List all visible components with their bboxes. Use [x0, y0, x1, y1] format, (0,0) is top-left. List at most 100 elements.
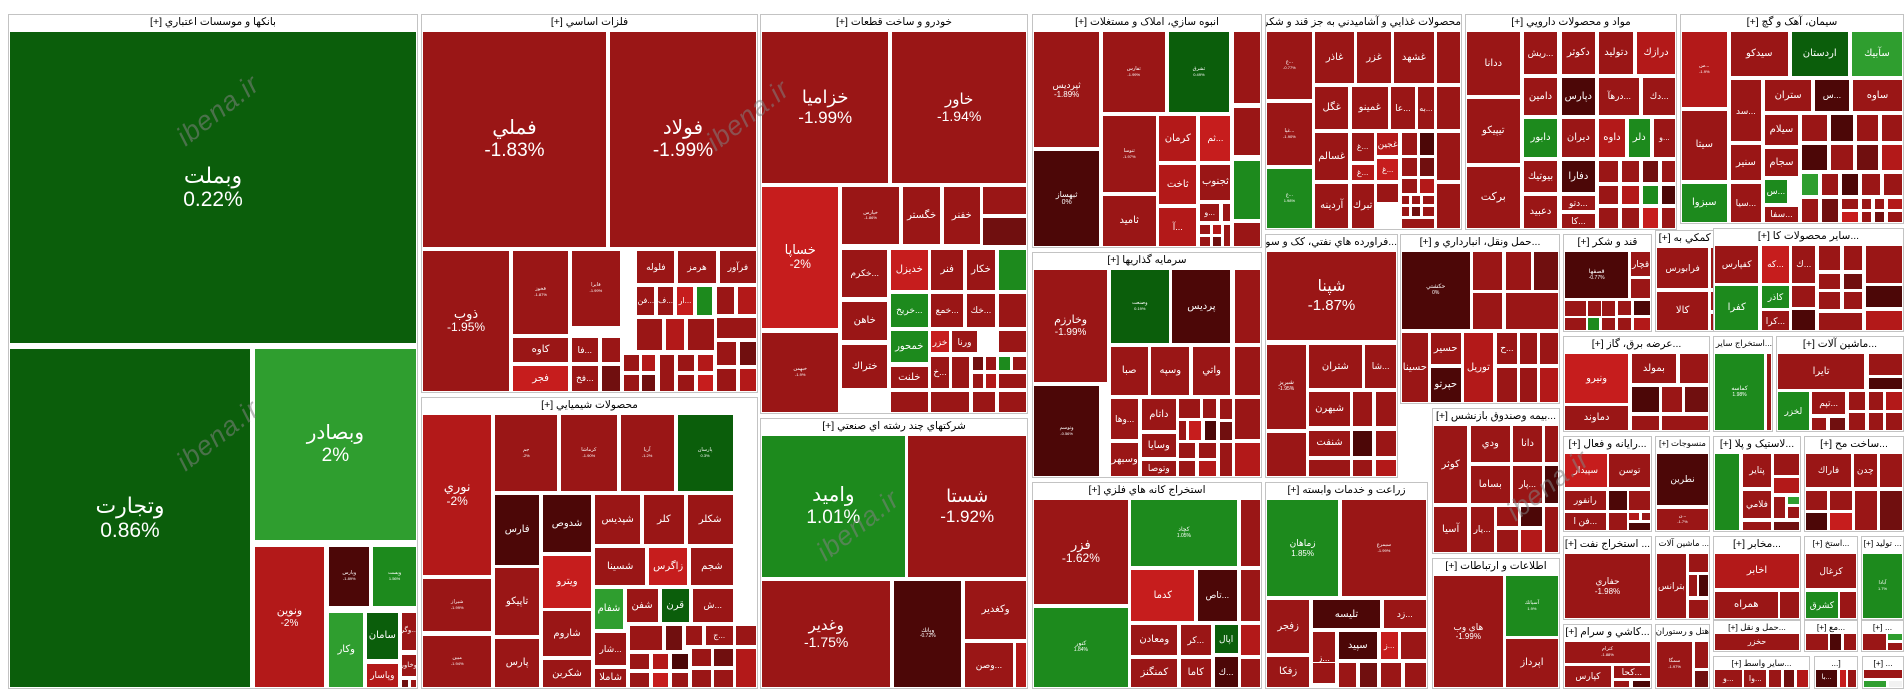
stock-tile[interactable]: [1496, 505, 1519, 528]
stock-tile[interactable]: ثفارس -1.99%: [1101, 31, 1166, 114]
stock-tile[interactable]: ...ك: [1791, 245, 1817, 284]
stock-tile[interactable]: خلنت: [890, 366, 929, 389]
stock-tile[interactable]: سنير: [1729, 144, 1763, 181]
stock-tile[interactable]: ...زد: [1382, 599, 1427, 630]
stock-tile[interactable]: ثنوسا -1.97%: [1101, 115, 1157, 193]
stock-tile[interactable]: [1400, 217, 1435, 229]
stock-tile[interactable]: وبانك -0.72%: [893, 579, 963, 688]
stock-tile[interactable]: [1543, 464, 1559, 505]
stock-tile[interactable]: داتام: [1141, 397, 1177, 432]
stock-tile[interactable]: ددانا: [1466, 31, 1521, 97]
sector-header[interactable]: اطلاعات و ارتباطات [+]: [1433, 559, 1559, 575]
sector-header[interactable]: قند و شکر [+]: [1564, 235, 1651, 251]
stock-tile[interactable]: پرديس: [1171, 269, 1232, 344]
stock-tile[interactable]: [738, 368, 757, 392]
stock-tile[interactable]: ...غپا -1.90%: [1266, 102, 1313, 166]
stock-tile[interactable]: [984, 355, 998, 371]
stock-tile[interactable]: [951, 355, 971, 389]
stock-tile[interactable]: [1820, 198, 1839, 223]
stock-tile[interactable]: [1519, 505, 1543, 528]
stock-tile[interactable]: شپنا -1.87%: [1266, 251, 1397, 342]
stock-tile[interactable]: خساپا -2%: [761, 186, 840, 329]
stock-tile[interactable]: [1436, 131, 1461, 182]
stock-tile[interactable]: [1234, 345, 1261, 396]
stock-tile[interactable]: فلامي: [1741, 489, 1773, 520]
stock-tile[interactable]: [1839, 590, 1857, 619]
stock-tile[interactable]: شسينا: [594, 546, 647, 587]
stock-tile[interactable]: وپاسار: [366, 663, 399, 688]
stock-tile[interactable]: [1538, 366, 1559, 403]
stock-tile[interactable]: خبهمن -1.9%: [761, 331, 840, 413]
stock-tile[interactable]: فرآور: [718, 249, 757, 284]
stock-tile[interactable]: [1519, 528, 1543, 553]
stock-tile[interactable]: ثبهساز 0%: [1033, 149, 1101, 247]
stock-tile[interactable]: بمولد: [1630, 353, 1678, 385]
stock-tile[interactable]: وتجارت 0.86%: [9, 348, 251, 688]
stock-tile[interactable]: حخزر: [1714, 633, 1800, 651]
stock-tile[interactable]: ونيرو: [1564, 353, 1630, 404]
stock-tile[interactable]: [1607, 489, 1628, 512]
stock-tile[interactable]: شتران: [1307, 343, 1363, 389]
stock-tile[interactable]: خكار: [965, 248, 997, 291]
stock-tile[interactable]: كوثر: [1433, 425, 1469, 505]
stock-tile[interactable]: [1403, 661, 1427, 688]
stock-tile[interactable]: وپارس -1.89%: [328, 546, 371, 608]
stock-tile[interactable]: [1795, 669, 1809, 688]
sector-header[interactable]: هتل و رستوران [+]: [1656, 625, 1709, 641]
stock-tile[interactable]: [1829, 113, 1855, 143]
stock-tile[interactable]: ورنا: [951, 330, 978, 354]
stock-tile[interactable]: قرن: [660, 587, 690, 624]
stock-tile[interactable]: وتوصا: [1141, 459, 1177, 477]
stock-tile[interactable]: آردينه: [1314, 183, 1350, 229]
stock-tile[interactable]: [734, 647, 757, 688]
stock-tile[interactable]: [1687, 574, 1698, 598]
stock-tile[interactable]: ...وا: [1743, 669, 1768, 688]
stock-tile[interactable]: داوه: [1598, 118, 1626, 158]
stock-tile[interactable]: [629, 624, 663, 652]
sector-header[interactable]: ...حمل ونقل، انبارداري و [+]: [1401, 235, 1559, 251]
stock-tile[interactable]: [1232, 106, 1261, 157]
stock-tile[interactable]: [400, 678, 409, 688]
stock-tile[interactable]: [1887, 198, 1903, 210]
stock-tile[interactable]: [1400, 194, 1411, 205]
sector-header[interactable]: زراعت و خدمات وابسته [+]: [1266, 483, 1427, 499]
stock-tile[interactable]: وسايا: [1141, 432, 1177, 459]
stock-tile[interactable]: [1400, 156, 1418, 177]
stock-tile[interactable]: چدن: [1853, 453, 1878, 489]
stock-tile[interactable]: خديزل: [890, 248, 929, 291]
stock-tile[interactable]: [600, 336, 621, 364]
stock-tile[interactable]: وبصادر 2%: [253, 348, 417, 541]
stock-tile[interactable]: [1842, 633, 1857, 651]
stock-tile[interactable]: [1012, 355, 1027, 371]
stock-tile[interactable]: [1218, 421, 1233, 441]
sector-header[interactable]: سرمايه گذاريها [+]: [1033, 253, 1261, 269]
stock-tile[interactable]: ...يار: [1469, 505, 1495, 553]
stock-tile[interactable]: [664, 624, 683, 652]
stock-tile[interactable]: شجم: [690, 546, 734, 587]
sector-header[interactable]: ... [+]: [1863, 657, 1903, 669]
stock-tile[interactable]: [1854, 489, 1878, 531]
stock-tile[interactable]: [1887, 641, 1903, 651]
stock-tile[interactable]: [1880, 144, 1903, 172]
stock-tile[interactable]: فارس: [494, 494, 540, 566]
stock-tile[interactable]: [1199, 236, 1211, 247]
stock-tile[interactable]: [1880, 113, 1903, 143]
stock-tile[interactable]: ثاميد: [1101, 195, 1157, 247]
stock-tile[interactable]: [1234, 397, 1261, 440]
stock-tile[interactable]: زاگرس: [648, 546, 689, 587]
stock-tile[interactable]: كماسه 1.98%: [1714, 353, 1766, 431]
stock-tile[interactable]: [1218, 442, 1233, 477]
stock-tile[interactable]: [1519, 331, 1538, 365]
stock-tile[interactable]: [1805, 633, 1829, 651]
stock-tile[interactable]: ...خريخ: [890, 293, 929, 328]
stock-tile[interactable]: [1779, 590, 1800, 619]
stock-tile[interactable]: [1598, 207, 1620, 229]
stock-tile[interactable]: [1598, 185, 1620, 206]
stock-tile[interactable]: اخابر: [1714, 553, 1800, 590]
stock-tile[interactable]: صبا: [1109, 345, 1149, 396]
stock-tile[interactable]: [1867, 412, 1885, 431]
stock-tile[interactable]: شكربن: [541, 658, 593, 688]
stock-tile[interactable]: [1266, 431, 1307, 477]
stock-tile[interactable]: ...غ 1.98%: [1266, 167, 1313, 229]
stock-tile[interactable]: شدوص: [541, 494, 593, 554]
